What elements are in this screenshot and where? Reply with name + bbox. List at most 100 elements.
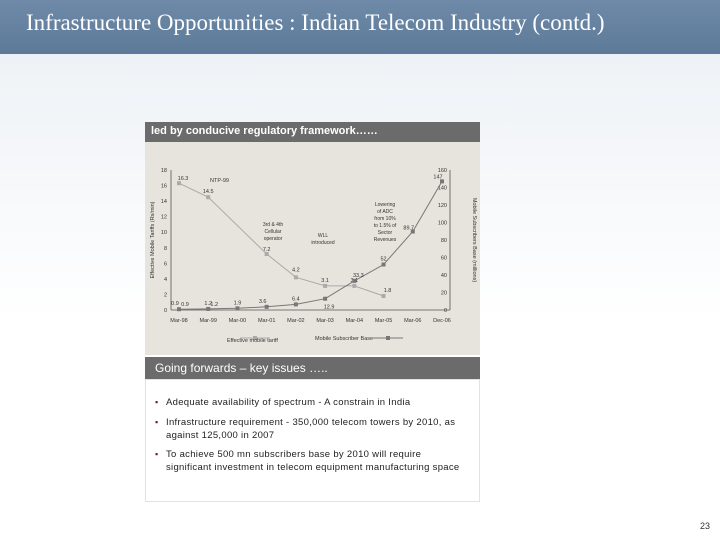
bullet-text: To achieve 500 mn subscribers base by 20… — [166, 449, 460, 473]
x-tick-label: Mar-00 — [229, 318, 246, 324]
y-axis-title: Effective Mobile Tariffs (Rs/min) — [150, 201, 156, 278]
y-tick-label: 0 — [164, 308, 167, 314]
x-tick-label: Mar-05 — [375, 318, 392, 324]
annotation-adc: Revenues — [374, 237, 397, 243]
x-tick-label: Mar-02 — [287, 318, 304, 324]
data-label: 3.1 — [321, 278, 329, 284]
data-label: 52 — [380, 257, 386, 263]
x-tick-label: Mar-99 — [200, 318, 217, 324]
y2-tick-label: 60 — [441, 256, 447, 262]
page-number: 23 — [700, 521, 711, 531]
annotation-operator: Cellular — [265, 229, 282, 235]
x-tick-label: Mar-04 — [346, 318, 363, 324]
series-marker — [264, 252, 269, 256]
data-label: 0.9 — [171, 301, 179, 307]
series-marker — [352, 283, 357, 288]
data-label: 7.2 — [263, 247, 271, 253]
y-tick-label: 4 — [164, 277, 167, 283]
annotation-operator: operator — [264, 236, 283, 242]
series-marker — [293, 302, 298, 307]
y2-tick-label: 40 — [441, 273, 447, 279]
bullet-item: ▪ Infrastructure requirement - 350,000 te… — [155, 416, 466, 442]
tariff-subscriber-chart: 0 2 4 6 8 10 12 14 16 18 0 20 40 60 80 100 120 140 160 Mar-… — [150, 168, 477, 344]
annotation-operator: 3rd & 4th — [263, 222, 284, 228]
series-marker — [293, 275, 298, 280]
y2-tick-label: 80 — [441, 238, 447, 244]
series-line — [178, 181, 443, 310]
y2-tick-label: 20 — [441, 291, 447, 297]
annotation-adc: of ADC — [377, 209, 393, 215]
annotation-adc: Lowering — [375, 202, 396, 208]
series-marker — [381, 294, 386, 298]
series-marker — [440, 179, 444, 184]
data-label: 33.3 — [353, 273, 364, 279]
series-marker — [177, 307, 181, 312]
data-label: 147 — [433, 174, 442, 180]
data-label: 1.2 — [210, 302, 218, 308]
issues-title: Going forwards – key issues ….. — [155, 361, 328, 375]
chart-panel: 0 2 4 6 8 10 12 14 16 18 0 20 40 60 80 100 120 140 160 Mar-… — [145, 142, 480, 355]
issues-header: Going forwards – key issues ….. — [145, 357, 480, 379]
series-marker — [177, 181, 181, 186]
data-label: 1.8 — [384, 288, 392, 294]
data-label: 6.4 — [292, 296, 300, 302]
y-tick-label: 12 — [161, 215, 167, 221]
data-label: 1.2 — [204, 301, 212, 307]
series-marker — [235, 306, 240, 311]
data-label: 12.9 — [324, 305, 335, 311]
data-label: 3.6 — [259, 299, 267, 305]
slide-header: Infrastructure Opportunities : Indian Te… — [0, 0, 720, 54]
bullet-square-icon: ▪ — [155, 417, 159, 427]
series-marker — [410, 229, 415, 234]
chart-panel-title: led by conducive regulatory framework…… — [151, 125, 378, 137]
series-marker — [381, 262, 386, 267]
data-label: 1.9 — [234, 300, 242, 306]
series-marker — [206, 195, 211, 200]
y-tick-label: 18 — [161, 168, 167, 174]
y-tick-label: 8 — [164, 246, 167, 252]
bullet-item: ▪ Adequate availability of spectrum - A c… — [155, 396, 466, 409]
data-label: 14.5 — [203, 189, 214, 195]
y2-axis-title: Mobile Subscribers Base (millions) — [471, 198, 477, 283]
annotation-wll: WLL — [318, 233, 329, 239]
data-label: 0.9 — [181, 302, 189, 308]
y-tick-label: 6 — [164, 261, 167, 267]
annotation-ntp99: NTP-99 — [210, 178, 229, 184]
bullet-item: ▪ To achieve 500 mn subscribers base by 2… — [155, 448, 466, 474]
issues-panel: ▪ Adequate availability of spectrum - A c… — [145, 379, 480, 502]
x-tick-label: Mar-06 — [404, 318, 421, 324]
y2-tick-label: 160 — [438, 168, 447, 174]
x-tick-label: Mar-01 — [258, 318, 275, 324]
legend-label-subscribers: Mobile Subscriber Base — [315, 336, 373, 342]
y-tick-label: 14 — [161, 199, 167, 205]
x-tick-label: Mar-03 — [316, 318, 333, 324]
series-marker — [323, 296, 328, 301]
data-label: 89.7 — [403, 226, 414, 232]
x-tick-label: Dec-06 — [433, 318, 451, 324]
y-tick-label: 10 — [161, 230, 167, 236]
bullet-text: Infrastructure requirement - 350,000 tel… — [166, 417, 456, 441]
legend-marker-subscribers — [386, 336, 390, 340]
annotation-adc: to 1.5% of — [374, 223, 397, 229]
bullet-text: Adequate availability of spectrum - A co… — [166, 397, 411, 408]
series-marker — [352, 278, 357, 283]
bullet-square-icon: ▪ — [155, 449, 159, 459]
x-tick-label: Mar-98 — [170, 318, 187, 324]
annotation-wll: introduced — [311, 240, 335, 246]
series-marker — [323, 283, 328, 288]
annotation-adc: from 10% — [374, 216, 396, 222]
series-marker — [264, 304, 269, 309]
y2-tick-label: 100 — [438, 221, 447, 227]
data-label: 16.3 — [178, 176, 189, 182]
legend-label-tariff: Effective mobile tariff — [227, 338, 278, 344]
y2-tick-label: 120 — [438, 203, 447, 209]
chart-panel-header: led by conducive regulatory framework…… — [145, 122, 480, 142]
y-tick-label: 16 — [161, 184, 167, 190]
y2-tick-label: 0 — [444, 308, 447, 314]
data-label: 4.2 — [292, 267, 300, 273]
series-marker — [206, 306, 211, 311]
bullet-square-icon: ▪ — [155, 397, 159, 407]
slide-title: Infrastructure Opportunities : Indian Te… — [26, 10, 605, 35]
y-tick-label: 2 — [164, 292, 167, 298]
legend-marker-tariff — [253, 336, 257, 340]
